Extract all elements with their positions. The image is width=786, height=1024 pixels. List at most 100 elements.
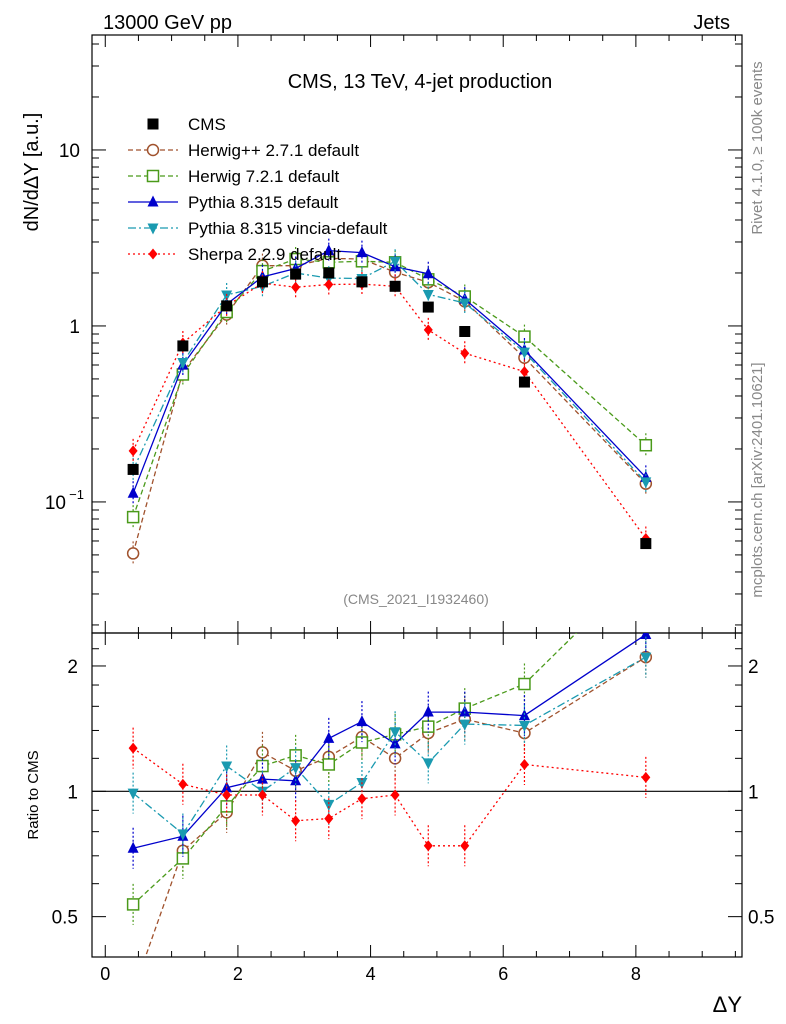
ratio-point [257,789,267,801]
y-tick-label-bottom-right: 1 [748,782,759,803]
ratio-point [128,986,139,997]
data-point [356,246,368,258]
ratio-point [519,758,529,770]
data-point [127,463,139,475]
ratio-point [222,789,232,801]
analysis-label: (CMS_2021_I1932460) [343,591,489,607]
data-point [640,477,652,489]
header-right: Jets [693,12,730,34]
ratio-pythia-8-315-vincia-default [127,636,652,855]
data-point [389,280,401,292]
ratio-point [422,758,434,770]
legend-label: Herwig++ 2.7.1 default [188,141,359,160]
ratio-point [324,813,334,825]
ratio-point [177,829,189,841]
legend: CMS Herwig++ 2.7.1 default Herwig 7.2.1 de… [128,115,388,264]
ratio-point [256,759,269,773]
ratio-point [256,772,268,784]
series-line [132,282,647,539]
series-sherpa-2-2-9-default [128,271,651,551]
data-point [356,276,368,288]
legend-label: Herwig 7.2.1 default [188,167,339,186]
rivet-label: Rivet 4.1.0, ≥ 100k events [749,61,766,234]
ratio-point [640,559,651,570]
data-point [128,445,138,457]
y-tick-label-top-exponent: −1 [69,487,84,502]
ratio-point [126,898,140,911]
data-point [221,290,233,302]
data-point [177,340,189,352]
ratio-point [640,652,652,664]
data-point [256,276,268,288]
ratio-line [132,656,647,835]
series-line [132,260,647,483]
ratio-point [323,799,335,811]
y-tick-label-bottom: 0.5 [52,908,78,929]
ratio-line [144,656,647,957]
ratio-line [132,633,647,849]
x-tick-label: 8 [631,964,641,984]
ratio-point [323,731,335,743]
legend-marker [147,118,159,130]
ratio-series-group [126,559,653,997]
legend-item: Herwig 7.2.1 default [128,167,339,186]
y-tick-label-bottom: 2 [67,657,78,678]
series-line [132,257,647,554]
ratio-point [389,727,401,739]
ratio-point [641,771,651,783]
y-axis-label-top: dN/dΔY [a.u.] [21,113,43,232]
data-point [518,376,530,388]
legend-label: CMS [188,115,226,134]
ratio-point [291,815,301,827]
ratio-point [178,778,188,790]
ratio-point [256,746,269,759]
ratio-point [290,763,302,775]
x-tick-label: 2 [233,964,243,984]
y-tick-label-bottom-right: 2 [748,657,759,678]
data-point [639,438,653,452]
chart-title: CMS, 13 TeV, 4-jet production [288,71,553,93]
ratio-point [459,705,471,717]
ratio-point [459,719,471,731]
data-point [126,547,140,560]
y-tick-label-bottom-right: 0.5 [748,908,774,929]
top-series-group [126,238,653,566]
ratio-point [389,737,401,749]
y-tick-label-top: 1 [69,317,80,338]
x-tick-label: 6 [498,964,508,984]
data-point [221,300,233,312]
legend-label: Pythia 8.315 vincia-default [188,219,388,238]
x-axis-label: ΔY [713,992,743,1017]
series-line [132,258,647,518]
data-point [518,347,530,359]
ratio-pad-frame [91,632,743,958]
data-point [290,268,302,280]
data-point [422,289,434,301]
legend-item: Sherpa 2.2.9 default [128,245,341,264]
legend-marker [147,223,159,235]
data-point [126,510,140,524]
data-point [389,256,401,268]
ratio-line [132,747,646,847]
ratio-herwig-2-7-1-default [128,636,653,997]
ratio-point [128,742,138,754]
ratio-point [422,705,434,717]
ratio-point [422,720,435,733]
legend-marker [146,143,160,157]
ratio-point [357,793,367,805]
y-axis-label-bottom: Ratio to CMS [25,750,42,839]
legend-item: Pythia 8.315 default [128,193,339,212]
data-point [291,281,301,293]
ratio-point [518,677,531,691]
ratio-sherpa-2-2-9-default [128,727,651,867]
legend-label: Pythia 8.315 default [188,193,339,212]
mcplots-label: mcplots.cern.ch [arXiv:2401.10621] [749,362,766,597]
ratio-point [518,720,530,732]
y-tick-label-bottom: 1 [67,782,78,803]
series-cms [127,267,652,550]
ratio-point [221,761,233,773]
data-point [460,347,470,359]
data-point [177,357,189,369]
ratio-point [390,789,400,801]
ratio-point [423,840,433,852]
